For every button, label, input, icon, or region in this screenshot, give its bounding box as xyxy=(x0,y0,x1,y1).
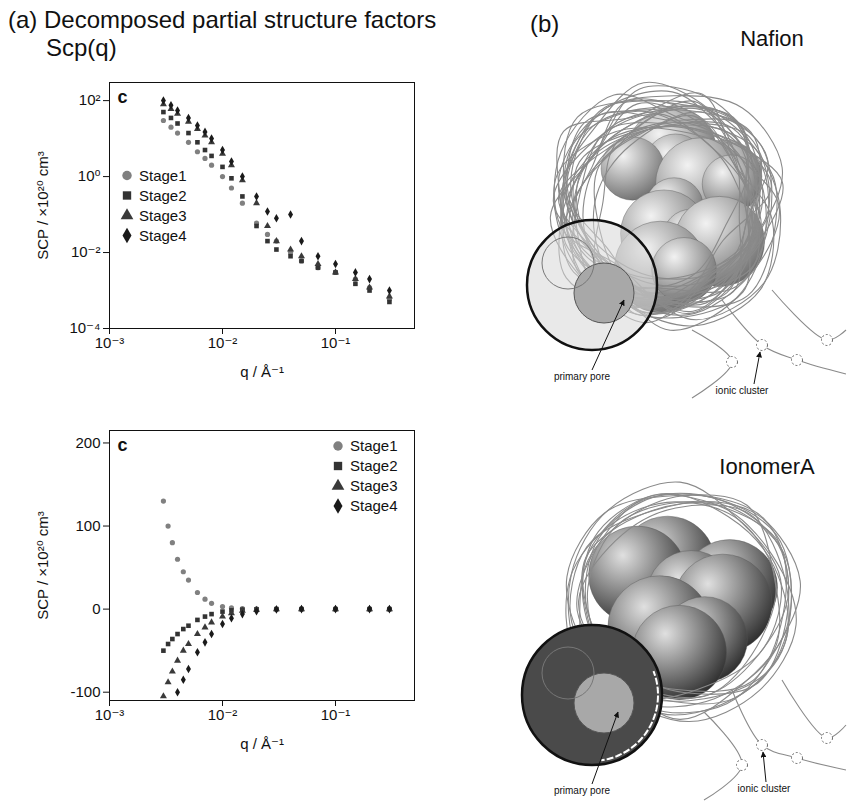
svg-text:(b): (b) xyxy=(530,10,559,37)
svg-text:Stage3: Stage3 xyxy=(350,477,398,494)
svg-text:SCP / ×10²⁰ cm³: SCP / ×10²⁰ cm³ xyxy=(34,511,51,620)
svg-text:q / Å⁻¹: q / Å⁻¹ xyxy=(240,735,284,752)
svg-text:c: c xyxy=(118,87,128,107)
svg-text:ionic cluster: ionic cluster xyxy=(716,385,769,396)
svg-text:IonomerA: IonomerA xyxy=(719,454,815,479)
svg-text:-100: -100 xyxy=(70,683,100,700)
svg-text:Nafion: Nafion xyxy=(740,26,804,51)
svg-text:Stage1: Stage1 xyxy=(350,437,398,454)
svg-text:10⁻¹: 10⁻¹ xyxy=(321,334,351,351)
svg-text:Stage1: Stage1 xyxy=(139,167,187,184)
svg-text:10⁻²: 10⁻² xyxy=(71,243,101,260)
svg-text:0: 0 xyxy=(92,600,100,617)
svg-text:primary pore: primary pore xyxy=(554,785,611,796)
svg-text:Stage2: Stage2 xyxy=(350,457,398,474)
svg-text:q / Å⁻¹: q / Å⁻¹ xyxy=(240,363,284,380)
html-text:(a) Decomposed partial structu: (a) Decomposed partial structure factors… xyxy=(8,6,437,61)
svg-text:Stage2: Stage2 xyxy=(139,187,187,204)
svg-text:10⁻⁴: 10⁻⁴ xyxy=(69,319,101,337)
svg-text:ionic cluster: ionic cluster xyxy=(738,783,791,794)
svg-text:10⁻²: 10⁻² xyxy=(208,706,238,723)
svg-text:c: c xyxy=(118,435,128,455)
svg-text:10⁰: 10⁰ xyxy=(78,167,101,184)
svg-text:10⁻³: 10⁻³ xyxy=(95,334,125,351)
svg-text:10⁻³: 10⁻³ xyxy=(95,706,125,723)
svg-text:10⁻¹: 10⁻¹ xyxy=(321,706,351,723)
svg-text:Stage3: Stage3 xyxy=(139,207,187,224)
svg-text:SCP / ×10²⁰ cm³: SCP / ×10²⁰ cm³ xyxy=(34,151,51,260)
svg-text:10⁻²: 10⁻² xyxy=(208,334,238,351)
svg-text:10²: 10² xyxy=(79,91,101,108)
svg-text:Stage4: Stage4 xyxy=(139,227,187,244)
svg-text:200: 200 xyxy=(75,434,100,451)
svg-text:primary pore: primary pore xyxy=(554,371,611,382)
svg-text:100: 100 xyxy=(75,517,100,534)
svg-text:Stage4: Stage4 xyxy=(350,497,398,514)
